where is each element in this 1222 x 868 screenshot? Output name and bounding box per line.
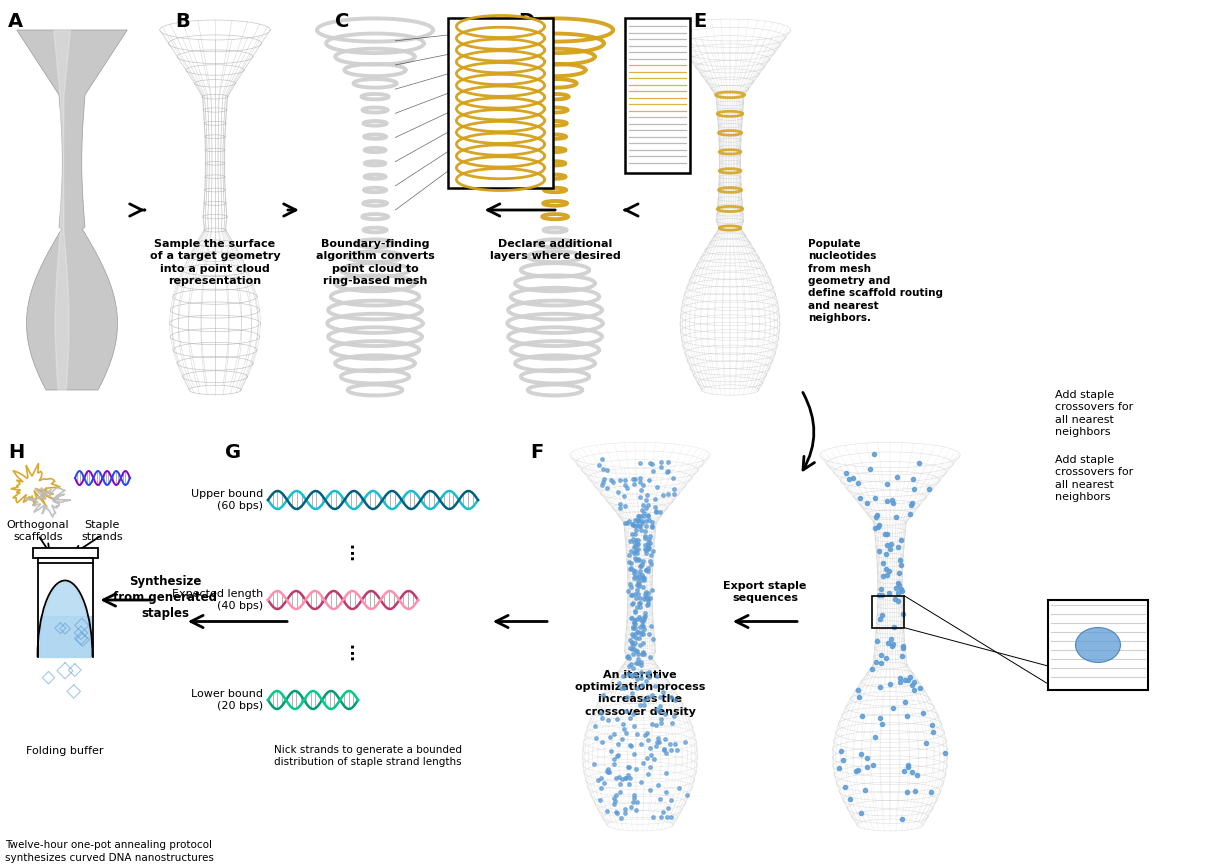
Text: An iterative
optimization process
increases the
crossover density: An iterative optimization process increa… (574, 669, 705, 717)
Text: Synthesize
from generated
staples: Synthesize from generated staples (112, 575, 218, 620)
Polygon shape (39, 582, 90, 657)
Text: Export staple
sequences: Export staple sequences (723, 581, 807, 603)
Text: Boundary-finding
algorithm converts
point cloud to
ring-based mesh: Boundary-finding algorithm converts poin… (315, 239, 434, 286)
FancyBboxPatch shape (38, 558, 93, 563)
Text: B: B (175, 12, 189, 31)
Text: C: C (335, 12, 349, 31)
Text: Orthogonal
scaffolds: Orthogonal scaffolds (6, 520, 70, 542)
Text: G: G (225, 443, 241, 462)
Text: E: E (693, 12, 706, 31)
FancyBboxPatch shape (1048, 600, 1147, 690)
Text: ...: ... (338, 541, 357, 560)
Text: Populate
nucleotides
from mesh
geometry and
define scaffold routing
and nearest
: Populate nucleotides from mesh geometry … (808, 239, 943, 323)
FancyBboxPatch shape (448, 18, 554, 188)
Text: D: D (518, 12, 534, 31)
FancyBboxPatch shape (33, 548, 98, 558)
Ellipse shape (1075, 628, 1121, 662)
Text: Lower bound
(20 bps): Lower bound (20 bps) (191, 689, 263, 711)
Text: Twelve-hour one-pot annealing protocol
synthesizes curved DNA nanostructures: Twelve-hour one-pot annealing protocol s… (5, 840, 214, 863)
Text: A: A (9, 12, 23, 31)
Text: Add staple
crossovers for
all nearest
neighbors: Add staple crossovers for all nearest ne… (1055, 455, 1133, 503)
Text: ...: ... (338, 641, 357, 660)
Text: Staple
strands: Staple strands (81, 520, 123, 542)
Text: F: F (530, 443, 544, 462)
Text: Add staple
crossovers for
all nearest
neighbors: Add staple crossovers for all nearest ne… (1055, 390, 1133, 437)
Text: Sample the surface
of a target geometry
into a point cloud
representation: Sample the surface of a target geometry … (149, 239, 280, 286)
Text: Expected length
(40 bps): Expected length (40 bps) (172, 589, 263, 611)
FancyBboxPatch shape (624, 18, 690, 173)
Text: Upper bound
(60 bps): Upper bound (60 bps) (191, 490, 263, 510)
Text: H: H (9, 443, 24, 462)
Text: Folding buffer: Folding buffer (26, 746, 104, 756)
Text: Declare additional
layers where desired: Declare additional layers where desired (490, 239, 621, 261)
Text: Nick strands to generate a bounded
distribution of staple strand lengths: Nick strands to generate a bounded distr… (274, 745, 462, 767)
Polygon shape (17, 30, 127, 390)
